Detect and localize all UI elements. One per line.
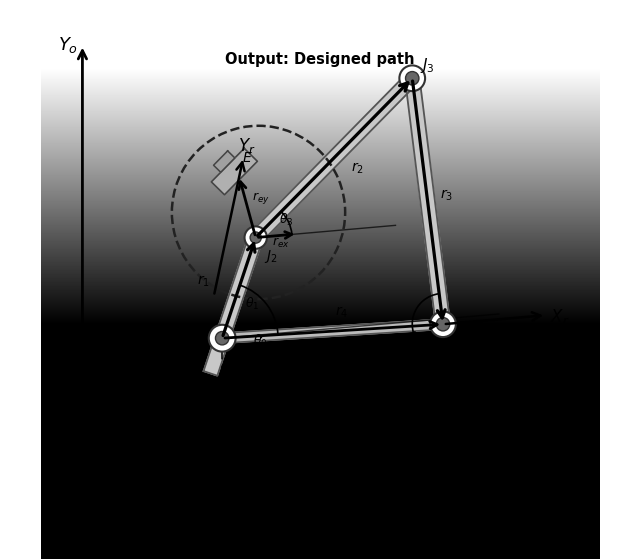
Text: $\theta_3$: $\theta_3$ <box>279 212 294 228</box>
Circle shape <box>244 226 267 249</box>
Text: $E$: $E$ <box>242 151 252 165</box>
Polygon shape <box>211 148 257 195</box>
Text: $J_4$: $J_4$ <box>410 329 424 346</box>
Text: $J_1$: $J_1$ <box>186 332 200 349</box>
Text: $r_4$: $r_4$ <box>335 305 349 320</box>
Polygon shape <box>250 73 417 243</box>
Circle shape <box>209 325 236 352</box>
Text: $\theta_4$: $\theta_4$ <box>460 343 474 359</box>
Text: Input: rotation: Input: rotation <box>181 377 303 391</box>
Text: $X_r$: $X_r$ <box>550 307 570 327</box>
Text: $\theta_0$: $\theta_0$ <box>253 333 268 349</box>
Polygon shape <box>214 151 235 172</box>
Circle shape <box>399 65 425 91</box>
Text: Output: Designed path: Output: Designed path <box>225 53 415 67</box>
Polygon shape <box>222 319 444 343</box>
Text: $J_3$: $J_3$ <box>420 56 435 75</box>
Text: $r_1$: $r_1$ <box>197 274 210 290</box>
Text: $Y_o$: $Y_o$ <box>58 35 79 55</box>
Text: $y_0$: $y_0$ <box>49 325 65 340</box>
Text: $\theta_1$: $\theta_1$ <box>244 296 259 311</box>
Text: $r_{ey}$: $r_{ey}$ <box>252 190 269 206</box>
Circle shape <box>216 331 229 345</box>
Text: $r_2$: $r_2$ <box>351 161 364 176</box>
Polygon shape <box>204 235 262 376</box>
Text: $r_3$: $r_3$ <box>440 187 453 203</box>
Circle shape <box>430 311 456 337</box>
Circle shape <box>436 318 450 331</box>
Text: $J_2$: $J_2$ <box>264 248 278 265</box>
Circle shape <box>250 232 261 243</box>
Text: $Y_r$: $Y_r$ <box>238 136 255 157</box>
Text: $x_0$: $x_0$ <box>216 496 232 510</box>
Text: $r_{ex}$: $r_{ex}$ <box>273 236 291 250</box>
Text: $X_o$: $X_o$ <box>573 482 595 503</box>
Polygon shape <box>405 77 450 325</box>
Circle shape <box>406 72 419 85</box>
